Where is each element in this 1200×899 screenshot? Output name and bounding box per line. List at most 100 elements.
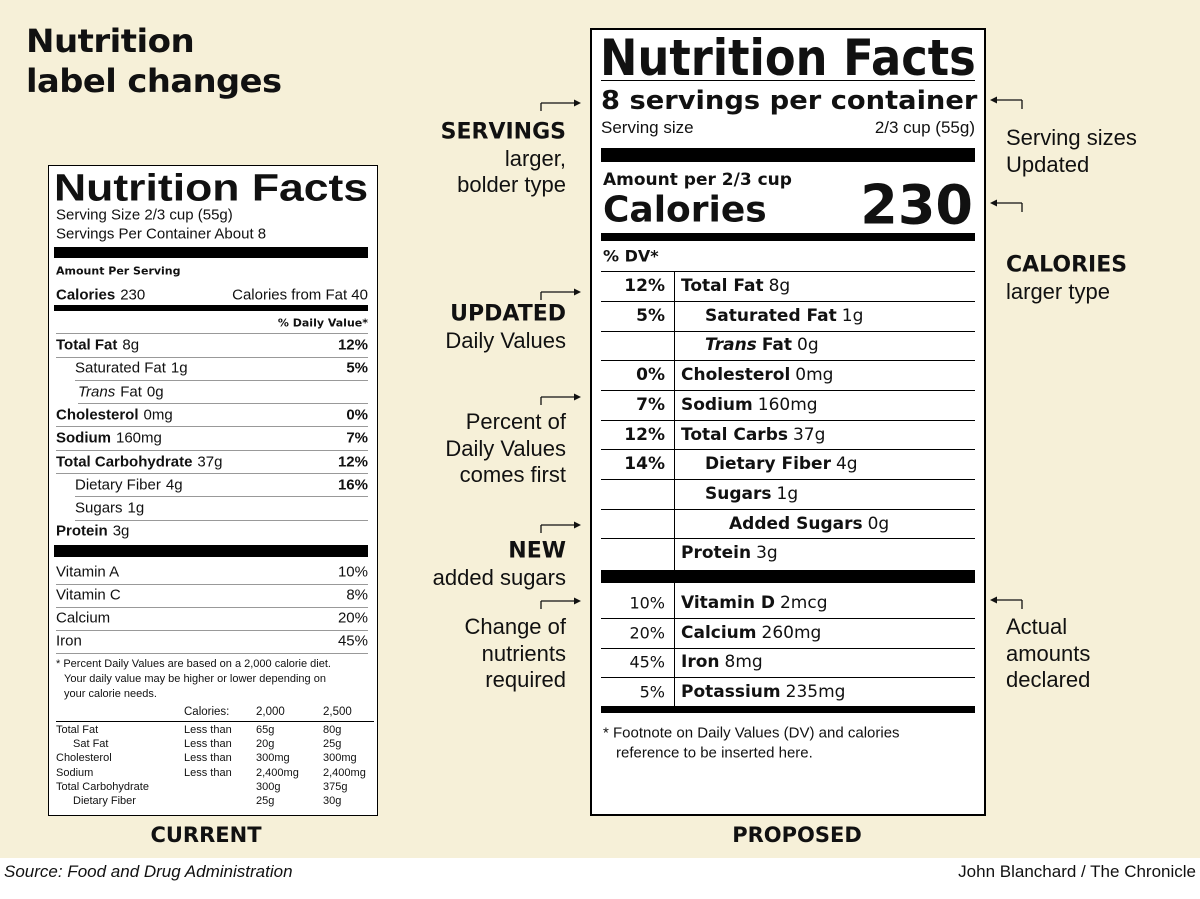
calories-value: 230 [120, 286, 146, 304]
dv-value: 5% [639, 682, 665, 702]
nutrient-name: Saturated Fat [75, 359, 166, 377]
nutrient-name: Total Fat [681, 276, 764, 296]
calories-value: 230 [860, 173, 973, 237]
table-header: 2,000 [256, 706, 285, 718]
rule [54, 305, 368, 311]
nutrient-amount: 0g [146, 383, 164, 401]
nutrient-name: Cholesterol [681, 365, 791, 386]
nutrient-row: Cholesterol 0mg [56, 406, 173, 423]
nutrient-row: Protein 3g [56, 523, 129, 540]
vitamin-name: Calcium [56, 609, 111, 627]
table-cell: Dietary Fiber [73, 795, 136, 807]
table-header: Calories: [184, 706, 230, 718]
table-cell: 375g [323, 780, 348, 793]
nutrient-row: Trans Fat 0g [705, 335, 819, 355]
arrow-head [574, 393, 581, 401]
annotation-text: comes first [459, 462, 566, 487]
annotation-heading: SERVINGS [440, 119, 566, 145]
nutrient-amount: 0g [797, 335, 819, 356]
nutrient-name: Total Carbohydrate [56, 453, 193, 470]
vitamin-name: Vitamin C [56, 586, 121, 604]
nutrient-amount: 3g [112, 522, 130, 540]
arrow-head [574, 288, 581, 296]
dv-value: 20% [337, 609, 368, 627]
nutrient-name: Calcium [681, 622, 757, 643]
annotation-text: amounts [1006, 640, 1091, 666]
rule [601, 617, 975, 619]
rule [601, 538, 975, 540]
row-rule [56, 473, 368, 474]
nutrient-row: Total Carbs 37g [681, 425, 825, 445]
nutrient-name: Sugars [705, 483, 772, 504]
nutrient-amount: 8g [122, 336, 140, 354]
nutrient-amount: 3g [756, 543, 778, 564]
nutrient-row: Calcium 260mg [681, 623, 821, 643]
rule [601, 419, 975, 421]
table-cell: 20g [256, 738, 275, 751]
nutrient-amount: 37g [197, 453, 223, 470]
vitamin-name: Iron [56, 632, 82, 650]
row-rule [56, 426, 368, 428]
nutrient-amount: 1g [776, 483, 799, 504]
dv-value: 12% [624, 276, 665, 296]
amount-per: Amount per 2/3 cup [603, 170, 792, 190]
nutrient-name: Protein [681, 543, 752, 564]
nutrient-amount: 260mg [761, 622, 822, 643]
nutrient-name: Saturated Fat [705, 305, 837, 326]
table-cell: Total Carbohydrate [56, 780, 149, 793]
nutrient-amount: 160mg [116, 429, 162, 447]
page-title: Nutrition [26, 22, 195, 60]
annotation-text: bolder type [457, 172, 566, 197]
rule [601, 389, 975, 391]
rule [601, 271, 975, 272]
annotation-text: larger, [504, 145, 566, 171]
table-cell: 300mg [323, 752, 357, 765]
table-cell: 25g [323, 738, 342, 751]
nutrient-name: Total Fat [56, 336, 118, 354]
nutrient-name: Trans [705, 335, 757, 356]
nutrient-amount: 4g [835, 454, 858, 475]
nutrient-row: Total Carbohydrate 37g [56, 453, 222, 470]
table-cell: Less than [184, 738, 232, 751]
nutrient-amount: 0mg [795, 365, 834, 386]
credit: John Blanchard / The Chronicle [958, 862, 1196, 881]
dv-value: 0% [346, 406, 368, 424]
nutrient-name: Trans [78, 383, 116, 401]
serving-size: Serving Size 2/3 cup (55g) [56, 206, 233, 224]
calories-label: Calories [603, 189, 767, 231]
table-cell: 2,400mg [323, 766, 366, 779]
nutrient-amount: 0mg [143, 406, 173, 424]
nutrient-row: Dietary Fiber 4g [75, 476, 183, 493]
dv-value: 12% [624, 424, 665, 445]
servings: 8 servings per container [601, 86, 978, 116]
nutrient-name: Iron [681, 652, 720, 673]
nutrient-row: Potassium 235mg [681, 682, 845, 702]
nutrient-row: Total Fat 8g [681, 276, 790, 296]
nutrient-row: Added Sugars 0g [729, 514, 889, 534]
table-cell: 25g [256, 795, 275, 807]
nutrient-amount: 37g [792, 424, 826, 445]
nutrient-name: Cholesterol [56, 406, 139, 424]
nutrient-row: Sodium 160mg [681, 395, 818, 415]
rule [54, 247, 368, 258]
rule [601, 360, 975, 362]
dv-value: 45% [337, 632, 368, 650]
arrow-head [990, 199, 997, 207]
rule [601, 479, 975, 480]
rule [601, 233, 975, 241]
row-rule [56, 333, 368, 334]
nutrient-amount: 8mg [724, 652, 763, 673]
rule [674, 271, 675, 570]
nutrient-amount: 8g [768, 276, 791, 296]
dv-value: 45% [629, 652, 665, 672]
table-cell: Sodium [56, 766, 94, 779]
servings: Servings Per Container About 8 [56, 225, 267, 243]
table-cell: Sat Fat [73, 738, 109, 751]
row-rule [56, 721, 374, 722]
label-title: Nutrition Facts [600, 29, 976, 87]
annotation-text: Actual [1006, 614, 1068, 639]
caption: PROPOSED [732, 823, 862, 847]
annotation-text: added sugars [432, 564, 566, 590]
annotation-text: Updated [1006, 151, 1090, 177]
footnote: reference to be inserted here. [616, 744, 813, 762]
